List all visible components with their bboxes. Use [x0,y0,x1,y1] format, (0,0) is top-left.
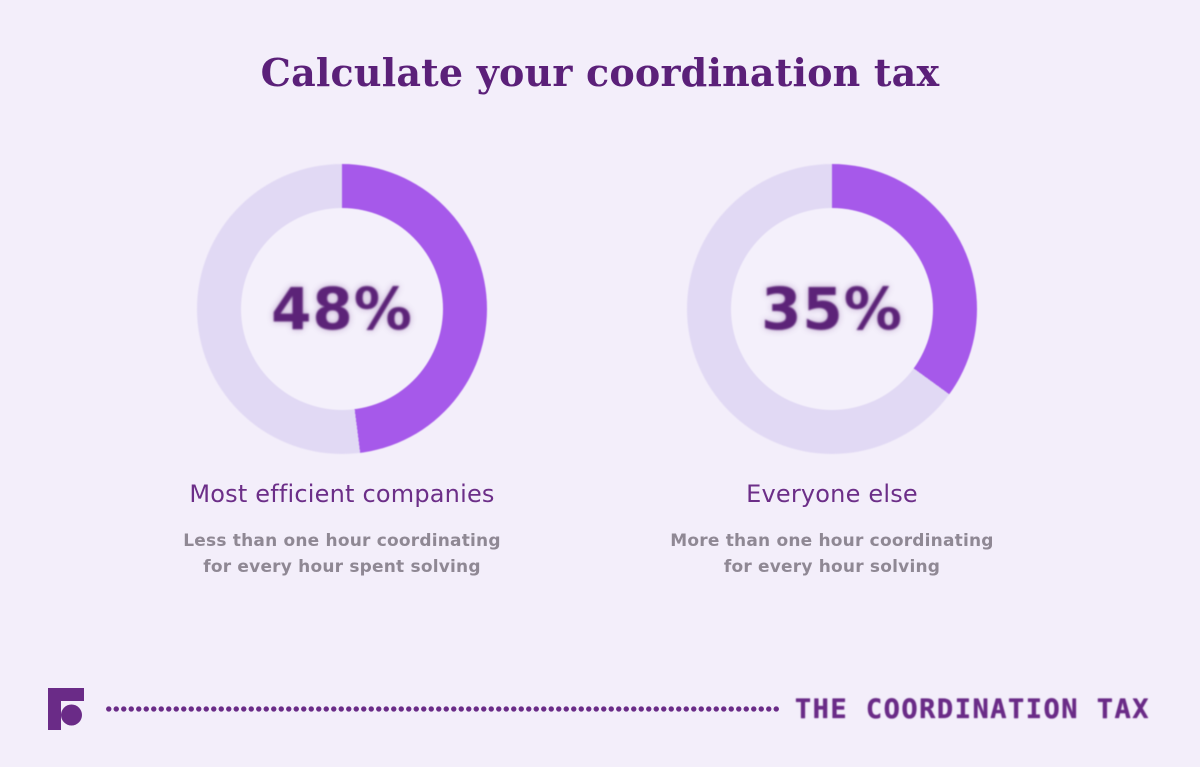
description-line-1: Less than one hour coordinating [183,531,501,551]
description-line-1: More than one hour coordinating [670,531,994,551]
donut-percent-most-efficient: 48% [271,275,413,343]
dotted-divider [105,706,781,712]
chart-section-most-efficient: 48% Most efficient companies Less than o… [97,164,587,580]
brand-wordmark: THE COORDINATION TAX [794,693,1150,725]
description-line-2: for every hour solving [723,557,941,577]
charts-row: 48% Most efficient companies Less than o… [0,164,1187,580]
donut-percent-everyone-else: 35% [761,275,903,343]
donut-description-most-efficient: Less than one hour coordinating for ever… [183,528,500,580]
brand-logo-icon [48,688,84,730]
donut-label-everyone-else: Everyone else [746,480,918,508]
donut-label-most-efficient: Most efficient companies [189,480,495,508]
chart-section-everyone-else: 35% Everyone else More than one hour coo… [587,164,1077,580]
donut-chart-most-efficient: 48% [197,164,487,454]
donut-chart-everyone-else: 35% [687,164,977,454]
footer: THE COORDINATION TAX [48,687,1150,731]
page-title: Calculate your coordination tax [260,50,940,95]
description-line-2: for every hour spent solving [203,557,481,577]
donut-description-everyone-else: More than one hour coordinating for ever… [670,528,993,580]
